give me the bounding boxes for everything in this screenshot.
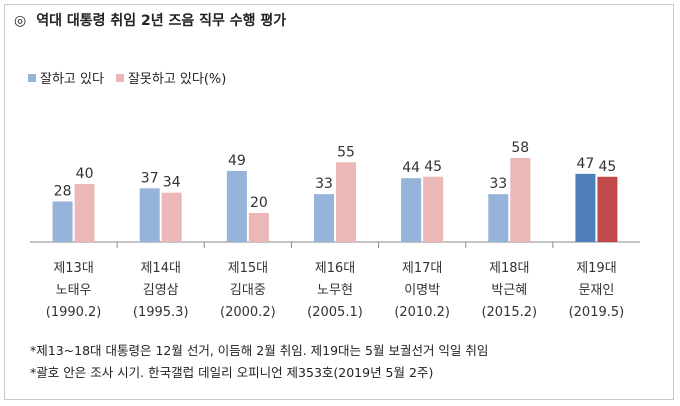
bar-negative	[336, 162, 356, 242]
value-label-positive: 33	[315, 176, 333, 192]
legend-item-positive: 잘하고 있다	[28, 68, 104, 87]
bar-positive	[226, 170, 247, 242]
chart-title: ◎ 역대 대통령 취임 2년 즈음 직무 수행 평가	[14, 10, 286, 30]
legend: 잘하고 있다 잘못하고 있다(%)	[28, 68, 226, 87]
bar-negative	[423, 176, 444, 242]
value-label-negative: 45	[599, 159, 617, 175]
legend-label-negative: 잘못하고 있다(%)	[127, 72, 227, 87]
bar-positive	[575, 173, 596, 242]
bar-negative	[597, 176, 618, 242]
x-tick-label: (2005.1)	[307, 305, 363, 320]
title-text: 역대 대통령 취임 2년 즈음 직무 수행 평가	[36, 13, 287, 29]
bar-positive	[139, 188, 160, 242]
x-tick-label: 제18대	[489, 261, 529, 276]
x-tick-label: 제19대	[576, 261, 616, 276]
value-label-negative: 40	[76, 166, 94, 182]
x-tick-label: 제16대	[315, 261, 355, 276]
value-label-positive: 37	[141, 170, 159, 186]
bar-positive	[488, 194, 509, 242]
footnote-2: *괄호 안은 조사 시기. 한국갤럽 데일리 오피니언 제353호(2019년 …	[30, 365, 434, 380]
value-label-negative: 20	[250, 195, 268, 211]
value-label-negative: 55	[337, 144, 355, 160]
x-tick-label: 이명박	[404, 283, 440, 298]
legend-swatch-negative	[115, 73, 124, 82]
x-tick-label: 김영삼	[143, 283, 179, 298]
x-tick-label: (2019.5)	[569, 305, 625, 320]
legend-swatch-positive	[28, 73, 36, 82]
bar-negative	[510, 157, 531, 242]
value-label-negative: 58	[511, 140, 529, 156]
value-label-positive: 28	[54, 183, 72, 199]
x-tick-label: 제13대	[53, 261, 93, 276]
footnotes: *제13~18대 대통령은 12월 선거, 이듬해 2월 취임. 제19대는 5…	[30, 340, 488, 384]
x-tick-label: (2015.2)	[481, 305, 537, 320]
x-tick-label: (1995.3)	[133, 305, 189, 320]
x-tick-label: 노무현	[317, 283, 353, 298]
legend-label-positive: 잘하고 있다	[40, 72, 104, 87]
value-label-positive: 49	[228, 153, 246, 169]
x-tick-label: 노태우	[56, 283, 92, 298]
x-tick-label: (1990.2)	[46, 305, 102, 320]
title-mark-icon: ◎	[14, 13, 27, 29]
bar-negative	[74, 184, 95, 242]
value-label-negative: 45	[424, 159, 442, 175]
x-tick-label: 문재인	[578, 283, 614, 298]
bar-negative	[161, 192, 182, 242]
legend-item-negative: 잘못하고 있다(%)	[115, 68, 227, 87]
value-label-negative: 34	[163, 175, 181, 191]
value-label-positive: 47	[577, 156, 595, 172]
value-label-positive: 44	[402, 160, 420, 176]
x-tick-label: (2010.2)	[394, 305, 450, 320]
bar-negative	[248, 213, 269, 242]
bar-positive	[401, 178, 422, 242]
x-tick-label: 제15대	[228, 261, 268, 276]
x-tick-label: 김대중	[230, 283, 266, 298]
x-tick-label: 제14대	[140, 261, 180, 276]
x-tick-label: 제17대	[402, 261, 442, 276]
value-label-positive: 33	[489, 176, 507, 192]
bar-positive	[52, 201, 73, 242]
x-tick-label: (2000.2)	[220, 305, 276, 320]
x-tick-label: 박근혜	[491, 283, 527, 298]
bar-positive	[314, 194, 334, 242]
footnote-1: *제13~18대 대통령은 12월 선거, 이듬해 2월 취임. 제19대는 5…	[30, 343, 489, 358]
